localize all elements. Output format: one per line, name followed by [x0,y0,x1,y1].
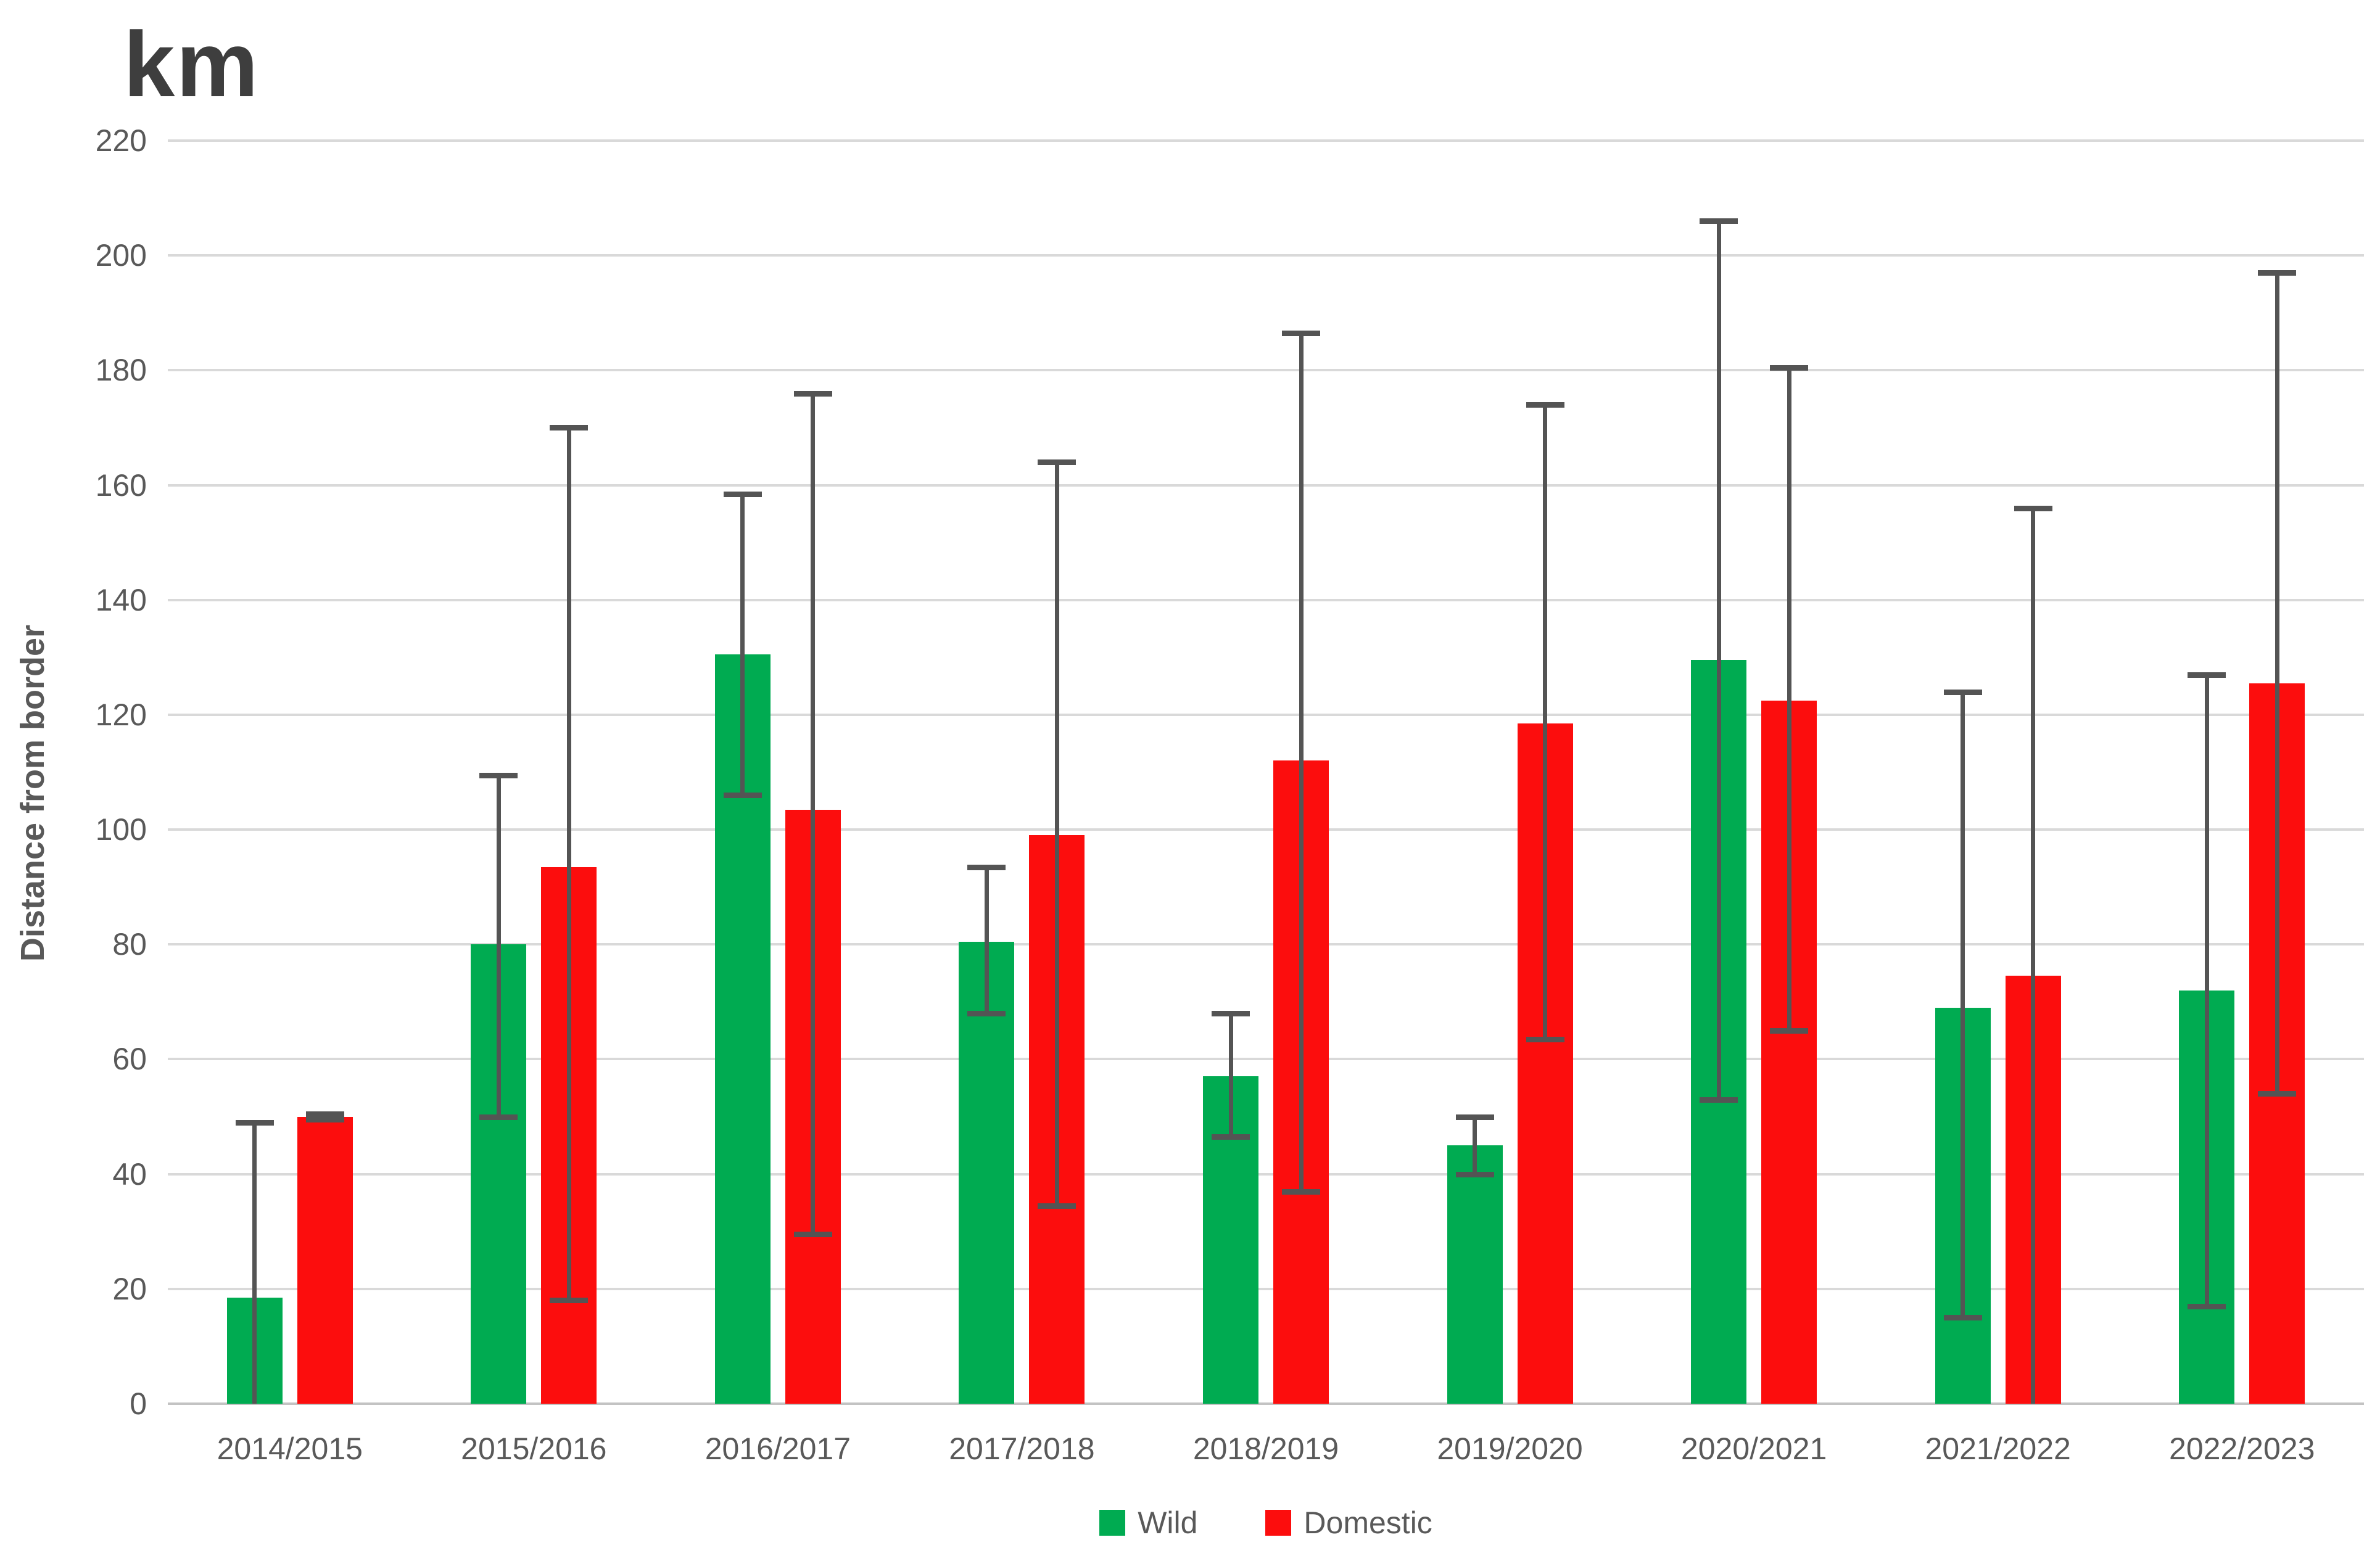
bar-wild [959,941,1015,1404]
legend-label: Wild [1138,1505,1198,1540]
y-tick-label: 100 [95,812,147,847]
error-cap-bottom [305,1117,344,1123]
error-bar-domestic [1299,332,1304,1192]
error-cap-bottom [2258,1091,2297,1097]
gridline [168,828,2364,831]
y-tick-label: 220 [95,123,147,158]
error-cap-top [1770,365,1809,371]
error-cap-bottom [550,1298,589,1304]
chart-title: km [123,12,260,116]
x-axis-line [168,1402,2364,1405]
error-bar-wild [496,775,501,1117]
error-cap-bottom [967,1010,1006,1016]
error-cap-top [1455,1114,1494,1120]
gridline [168,1172,2364,1176]
legend-label: Domestic [1304,1505,1432,1540]
legend-item-domestic: Domestic [1265,1505,1432,1541]
gridline [168,484,2364,487]
error-bar-wild [1473,1116,1477,1174]
bar-domestic [297,1116,353,1404]
y-tick-label: 40 [112,1156,147,1192]
error-cap-bottom [1943,1315,1982,1321]
y-tick-label: 200 [95,238,147,273]
error-cap-bottom [479,1114,518,1120]
error-cap-bottom [1212,1134,1250,1140]
error-cap-bottom [2188,1303,2226,1309]
error-bar-wild [1961,691,1965,1318]
x-axis-label: 2022/2023 [2169,1431,2315,1466]
y-axis-title: Distance from border [14,624,51,962]
error-cap-top [967,864,1006,870]
error-cap-top [723,491,762,497]
x-axis-label: 2021/2022 [1925,1431,2071,1466]
error-cap-bottom [1770,1028,1809,1034]
error-bar-domestic [811,393,816,1235]
error-cap-top [305,1111,344,1117]
x-axis-label: 2015/2016 [461,1431,607,1466]
gridline [168,1058,2364,1061]
bar-wild [1447,1145,1503,1404]
x-axis-label: 2019/2020 [1437,1431,1583,1466]
x-axis-label: 2018/2019 [1192,1431,1339,1466]
error-cap-bottom [1526,1036,1564,1042]
legend: Wild Domestic [168,1505,2364,1541]
error-bar-wild [740,493,745,796]
error-cap-top [1943,689,1982,695]
error-bar-wild [252,1122,257,1404]
error-cap-top [1526,402,1564,408]
error-bar-domestic [1543,405,1548,1039]
legend-item-wild: Wild [1099,1505,1197,1541]
error-cap-top [2014,505,2052,511]
x-axis-label: 2014/2015 [217,1431,363,1466]
error-bar-wild [2204,674,2209,1306]
error-cap-top [550,425,589,431]
gridline [168,713,2364,716]
error-cap-top [1282,330,1320,336]
error-bar-domestic [1054,462,1059,1206]
error-cap-bottom [1038,1203,1076,1209]
error-bar-wild [984,867,989,1013]
error-cap-top [479,772,518,778]
legend-swatch-domestic [1265,1510,1292,1536]
gridline [168,254,2364,257]
gridline [168,943,2364,946]
error-bar-domestic [566,427,571,1301]
x-axis-label: 2017/2018 [949,1431,1095,1466]
error-bar-domestic [2031,508,2036,1404]
error-cap-bottom [1282,1188,1320,1195]
y-tick-label: 20 [112,1271,147,1306]
error-cap-top [2188,672,2226,678]
error-cap-top [1212,1010,1250,1016]
error-cap-bottom [793,1232,832,1238]
gridline [168,598,2364,601]
error-bar-wild [1228,1013,1233,1137]
error-cap-top [793,390,832,397]
error-cap-top [2258,270,2297,276]
y-tick-label: 180 [95,353,147,388]
error-cap-top [1700,218,1738,224]
error-bar-domestic [1787,367,1791,1031]
error-bar-wild [1716,221,1721,1100]
error-cap-top [1038,459,1076,466]
y-tick-label: 60 [112,1042,147,1077]
x-axis-label: 2016/2017 [704,1431,851,1466]
error-bar-domestic [2275,273,2279,1094]
error-cap-bottom [723,793,762,799]
error-cap-top [235,1119,274,1126]
y-tick-label: 0 [130,1386,147,1421]
y-tick-label: 160 [95,467,147,503]
error-cap-bottom [1700,1097,1738,1103]
gridline [168,139,2364,142]
x-axis-label: 2020/2021 [1680,1431,1827,1466]
legend-swatch-wild [1099,1510,1126,1536]
y-tick-label: 140 [95,582,147,617]
error-cap-bottom [1455,1171,1494,1177]
y-tick-label: 80 [112,927,147,962]
y-tick-label: 120 [95,697,147,732]
gridline [168,1287,2364,1290]
gridline [168,369,2364,372]
